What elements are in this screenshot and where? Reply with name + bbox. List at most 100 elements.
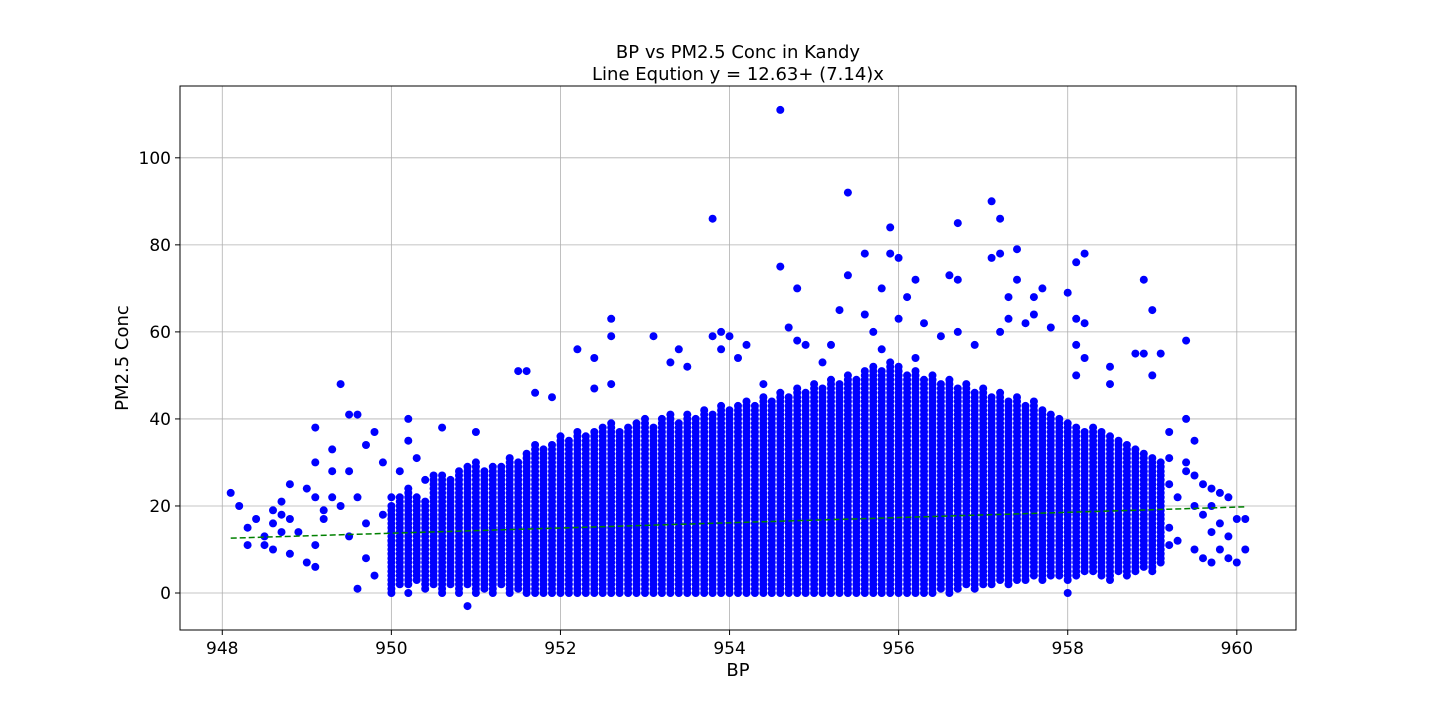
data-point [1148, 306, 1157, 315]
data-point [945, 375, 954, 384]
data-point [1199, 480, 1207, 489]
data-point [793, 336, 802, 345]
data-point [1165, 454, 1174, 463]
data-point [996, 327, 1005, 336]
data-point [1199, 510, 1207, 519]
data-point [1148, 371, 1157, 380]
data-point [996, 388, 1005, 397]
data-point [328, 467, 337, 476]
data-point [996, 214, 1005, 223]
data-point [404, 589, 413, 597]
data-point [1224, 532, 1233, 541]
data-point [1165, 541, 1174, 550]
data-point [598, 423, 607, 432]
data-point [556, 432, 565, 441]
y-axis-label: PM2.5 Conc [112, 305, 133, 411]
data-point [607, 419, 616, 428]
data-point [717, 327, 726, 336]
data-point [1021, 319, 1030, 328]
data-point [852, 375, 861, 384]
data-point [725, 332, 734, 341]
data-point [1190, 436, 1199, 445]
data-point [641, 414, 649, 423]
data-point [319, 515, 328, 523]
data-point [1241, 515, 1250, 523]
data-point [801, 340, 810, 349]
data-point [1072, 423, 1081, 432]
chart-subtitle: Line Eqution y = 12.63+ (7.14)x [592, 64, 884, 85]
data-point [894, 314, 903, 323]
data-point [345, 410, 354, 419]
data-point [1139, 275, 1148, 284]
data-point [353, 493, 362, 502]
x-tick-label: 960 [1221, 639, 1253, 659]
data-point [277, 510, 286, 519]
data-point [818, 384, 827, 393]
data-point [953, 384, 962, 393]
data-point [920, 319, 928, 328]
data-point [860, 249, 869, 258]
data-point [1190, 545, 1199, 554]
data-point [784, 323, 793, 332]
data-point [260, 532, 269, 541]
data-point [928, 371, 937, 380]
data-point [522, 449, 531, 458]
data-point [886, 249, 895, 258]
data-point [979, 384, 988, 393]
data-point [970, 340, 979, 349]
data-point [1038, 406, 1047, 415]
data-point [1004, 293, 1013, 302]
data-point [345, 532, 354, 541]
data-point [717, 345, 726, 354]
data-point [1013, 245, 1021, 254]
data-point [674, 345, 683, 354]
data-point [311, 493, 320, 502]
data-point [793, 384, 802, 393]
data-point [514, 367, 523, 376]
data-point [471, 458, 480, 467]
data-point [336, 380, 345, 389]
x-tick-label: 958 [1052, 639, 1084, 659]
data-point [573, 345, 582, 354]
data-point [395, 493, 404, 502]
data-point [649, 423, 658, 432]
data-point [742, 340, 751, 349]
data-point [759, 393, 768, 402]
data-point [1106, 362, 1114, 371]
data-point [1224, 493, 1233, 502]
data-point [269, 519, 277, 528]
data-point [953, 219, 962, 228]
data-point [269, 545, 277, 554]
data-point [404, 414, 413, 423]
data-point [531, 388, 540, 397]
data-point [370, 428, 379, 436]
data-point [548, 393, 556, 402]
data-point [683, 362, 692, 371]
data-point [522, 367, 531, 376]
data-point [1080, 319, 1089, 328]
data-point [387, 536, 396, 545]
data-point [1165, 523, 1174, 532]
data-point [1173, 536, 1182, 545]
data-point [1029, 397, 1038, 406]
data-point [1215, 519, 1224, 528]
data-point [446, 475, 455, 484]
data-point [962, 380, 971, 389]
data-point [1089, 423, 1098, 432]
data-point [488, 462, 497, 471]
data-point [311, 541, 320, 550]
data-point [319, 506, 328, 515]
data-point [708, 214, 717, 223]
data-point [353, 584, 362, 593]
data-point [438, 423, 447, 432]
data-point [1165, 480, 1174, 489]
data-point [1232, 515, 1241, 523]
data-point [1004, 397, 1013, 406]
data-point [1148, 454, 1157, 463]
data-point [784, 393, 793, 402]
data-point [285, 549, 294, 558]
data-point [345, 467, 354, 476]
data-point [226, 488, 235, 497]
data-point [835, 306, 844, 315]
data-point [564, 436, 573, 445]
